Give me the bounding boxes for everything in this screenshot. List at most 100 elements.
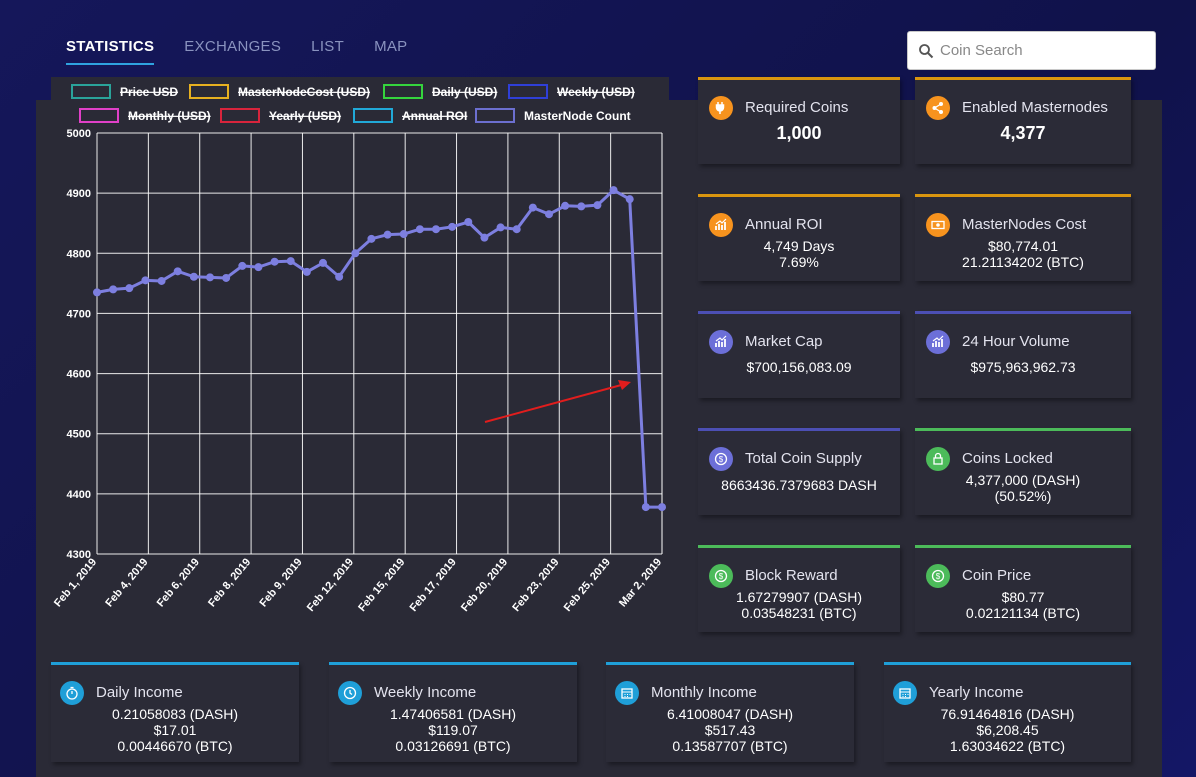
- annotation-arrow-line: [484, 383, 626, 423]
- svg-text:$: $: [936, 572, 941, 581]
- x-tick-label: Feb 17, 2019: [408, 556, 459, 614]
- main-nav: STATISTICS EXCHANGES LIST MAP: [66, 38, 407, 65]
- reward-btc: 0.03548231 (BTC): [741, 605, 857, 621]
- income-btc: 1.63034622 (BTC): [949, 738, 1066, 754]
- legend-swatch: [383, 84, 423, 99]
- y-tick-label: 4800: [67, 248, 91, 260]
- x-tick-label: Feb 4, 2019: [103, 556, 150, 609]
- cost-usd: $80,774.01: [987, 238, 1059, 254]
- y-tick-label: 4300: [67, 549, 91, 561]
- tab-exchanges[interactable]: EXCHANGES: [184, 38, 282, 55]
- card-title: Required Coins: [745, 99, 849, 116]
- tab-list[interactable]: LIST: [311, 38, 345, 55]
- x-tick-label: Feb 25, 2019: [562, 556, 613, 614]
- data-point: [141, 276, 150, 285]
- card-values: $80.77 0.02121134 (BTC): [915, 589, 1131, 621]
- x-tick-label: Feb 15, 2019: [356, 556, 407, 614]
- coin-search-input[interactable]: [940, 42, 1140, 59]
- roi-percent: 7.69%: [779, 254, 819, 270]
- card-accent-bar: [915, 194, 1131, 197]
- card-accent-bar: [51, 662, 299, 665]
- card-accent-bar: [698, 77, 900, 80]
- card-values: $700,156,083.09: [698, 359, 900, 375]
- data-point: [270, 257, 279, 266]
- coin-search-box[interactable]: [907, 31, 1156, 70]
- data-point: [545, 210, 553, 219]
- income-btc: 0.03126691 (BTC): [395, 738, 511, 754]
- x-tick-label: Mar 2, 2019: [617, 556, 664, 609]
- data-point: [593, 201, 602, 210]
- y-tick-label: 4500: [67, 429, 91, 441]
- card-values: 1.47406581 (DASH) $119.07 0.03126691 (BT…: [329, 706, 577, 754]
- data-point: [383, 230, 392, 239]
- card-title: Daily Income: [96, 684, 183, 701]
- dollar-coin-icon: $: [926, 564, 950, 588]
- x-tick-label: Feb 6, 2019: [155, 556, 202, 609]
- calendar-icon: [615, 681, 639, 705]
- card-title: Annual ROI: [745, 216, 823, 233]
- plug-icon: [709, 96, 733, 120]
- data-point: [351, 249, 360, 258]
- card-title: Block Reward: [745, 567, 838, 584]
- income-dash: 0.21058083 (DASH): [111, 706, 239, 722]
- card-accent-bar: [698, 545, 900, 548]
- chart-up-icon: [926, 330, 950, 354]
- card-24h-volume: 24 Hour Volume $975,963,962.73: [915, 311, 1131, 398]
- card-accent-bar: [915, 545, 1131, 548]
- data-point: [238, 261, 247, 270]
- card-enabled-masternodes: Enabled Masternodes 4,377: [915, 77, 1131, 164]
- series-line: [96, 188, 662, 509]
- data-point: [286, 257, 295, 266]
- locked-dash: 4,377,000 (DASH): [965, 472, 1081, 488]
- tab-statistics[interactable]: STATISTICS: [66, 38, 155, 65]
- card-value: 4,377: [1000, 123, 1046, 143]
- card-title: Monthly Income: [651, 684, 757, 701]
- data-point: [399, 230, 408, 239]
- card-title: Coin Price: [962, 567, 1032, 584]
- y-tick-label: 4400: [67, 489, 91, 501]
- card-values: 8663436.7379683 DASH: [698, 477, 900, 493]
- card-title: MasterNodes Cost: [962, 216, 1087, 233]
- money-icon: [926, 213, 950, 237]
- legend-label: Monthly (USD): [128, 109, 211, 123]
- tab-map[interactable]: MAP: [374, 38, 408, 55]
- card-accent-bar: [606, 662, 854, 665]
- card-title: Weekly Income: [374, 684, 477, 701]
- card-values: 1,000: [698, 122, 900, 144]
- card-market-cap: Market Cap $700,156,083.09: [698, 311, 900, 398]
- income-usd: $517.43: [704, 722, 756, 738]
- y-tick-label: 4700: [67, 308, 91, 320]
- x-tick-label: Feb 1, 2019: [52, 556, 99, 609]
- card-values: 76.91464816 (DASH) $6,208.45 1.63034622 …: [884, 706, 1131, 754]
- x-tick-label: Feb 8, 2019: [206, 556, 253, 609]
- dollar-coin-icon: $: [709, 564, 733, 588]
- svg-text:$: $: [719, 572, 724, 581]
- card-title: Total Coin Supply: [745, 450, 862, 467]
- data-point: [658, 503, 666, 512]
- x-tick-label: Feb 20, 2019: [459, 556, 510, 614]
- data-point: [109, 285, 118, 294]
- card-accent-bar: [884, 662, 1131, 665]
- data-point: [625, 195, 634, 204]
- masternode-chart: Price USD MasterNodeCost (USD) Daily (USD)…: [51, 77, 669, 636]
- card-coins-locked: Coins Locked 4,377,000 (DASH) (50.52%): [915, 428, 1131, 515]
- card-value: $700,156,083.09: [746, 359, 852, 375]
- data-point: [254, 263, 263, 272]
- card-accent-bar: [698, 194, 900, 197]
- card-accent-bar: [329, 662, 577, 665]
- card-yearly-income: Yearly Income 76.91464816 (DASH) $6,208.…: [884, 662, 1131, 762]
- card-daily-income: Daily Income 0.21058083 (DASH) $17.01 0.…: [51, 662, 299, 762]
- card-accent-bar: [915, 311, 1131, 314]
- legend-swatch: [220, 108, 260, 123]
- x-tick-label: Feb 12, 2019: [305, 556, 356, 614]
- data-point: [367, 234, 376, 243]
- price-btc: 0.02121134 (BTC): [965, 605, 1081, 621]
- card-values: 4,377: [915, 122, 1131, 144]
- card-weekly-income: Weekly Income 1.47406581 (DASH) $119.07 …: [329, 662, 577, 762]
- y-tick-label: 4900: [67, 188, 91, 200]
- legend-label: Weekly (USD): [557, 85, 635, 99]
- income-dash: 1.47406581 (DASH): [389, 706, 517, 722]
- data-point: [641, 503, 650, 512]
- data-point: [464, 218, 473, 227]
- card-title: Enabled Masternodes: [962, 99, 1108, 116]
